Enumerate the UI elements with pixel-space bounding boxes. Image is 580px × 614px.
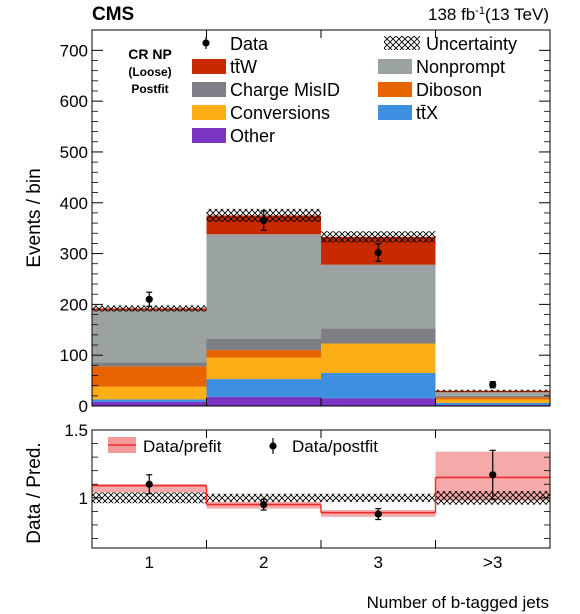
bar-diboson-bin-2 [206, 350, 321, 358]
bar-other-bin-1 [92, 401, 207, 406]
main-y-tick-label-400: 400 [60, 194, 88, 213]
bar-conversions-bin-2 [206, 357, 321, 380]
ratio-bands [92, 451, 550, 517]
luminosity-value: 138 fb [428, 5, 475, 24]
legend-item-conversions: Conversions [192, 103, 330, 123]
postfit-point-bin-1 [145, 474, 153, 495]
region-label-line-3: Postfit [131, 82, 168, 96]
region-label: CR NP (Loose) Postfit [128, 46, 172, 96]
bar-nonprompt-bin-3 [321, 264, 436, 329]
svg-text:Data/prefit: Data/prefit [143, 437, 222, 456]
svg-text:Diboson: Diboson [416, 80, 482, 100]
ratio-y-tick-label-1: 1 [79, 489, 88, 508]
region-label-line-1: CR NP [128, 46, 172, 62]
main-y-tick-label-500: 500 [60, 143, 88, 162]
bar-tt-x-bin-4 [435, 402, 550, 405]
bar-nonprompt-bin-1 [92, 310, 207, 363]
legend-item-uncertainty: Uncertainty [384, 34, 517, 54]
main-y-axis-label: Events / bin [24, 168, 45, 267]
main-y-tick-label-600: 600 [60, 92, 88, 111]
bar-charge-misid-bin-1 [92, 362, 207, 367]
svg-text:tt̄X: tt̄X [416, 103, 438, 123]
bar-other-bin-3 [321, 398, 436, 406]
energy-label: (13 TeV) [485, 5, 549, 24]
ratio-points [145, 449, 497, 521]
bar-nonprompt-bin-4 [435, 392, 550, 396]
ratio-uncertainty-bin-1 [92, 492, 207, 504]
ratio-y-axis: 11.5 [64, 421, 550, 539]
postfit-point-bin-2 [260, 498, 268, 511]
x-tick-label-bin-2: 2 [259, 553, 268, 572]
main-histogram-panel: 0 100 200 300 400 500 600 700 Events / bin CR N… [24, 29, 551, 416]
bar-diboson-bin-4 [435, 397, 550, 400]
ratio-x-axis: 1 2 3 >3 [145, 430, 502, 572]
data-points [145, 210, 497, 389]
main-y-axis: 0 100 200 300 400 500 600 700 [60, 41, 550, 416]
x-tick-label-bin-1: 1 [145, 553, 154, 572]
bar-tt-x-bin-1 [92, 399, 207, 402]
ratio-y-axis-label: Data / Pred. [24, 442, 45, 543]
data-point-bin-1 [145, 291, 153, 308]
legend-item-other: Other [192, 126, 275, 146]
main-y-tick-label-700: 700 [60, 41, 88, 60]
bar-conversions-bin-1 [92, 386, 207, 400]
luminosity-label: 138 fb-1(13 TeV) [428, 5, 549, 24]
experiment-label: CMS [92, 4, 134, 25]
uncertainty-bin-1 [92, 305, 207, 312]
svg-text:Charge MisID: Charge MisID [230, 80, 340, 100]
ratio-uncertainty-bin-3 [321, 493, 436, 502]
data-point-bin-4 [489, 381, 497, 389]
legend-item-diboson: Diboson [378, 80, 482, 100]
main-y-tick-label-100: 100 [60, 346, 88, 365]
legend-item-data: Data [202, 34, 269, 54]
svg-text:Conversions: Conversions [230, 103, 330, 123]
luminosity-exponent: -1 [475, 5, 485, 17]
svg-text:Nonprompt: Nonprompt [416, 57, 505, 77]
bar-nonprompt-bin-2 [206, 234, 321, 339]
x-tick-label-bin-4: >3 [483, 553, 502, 572]
uncertainty-bin-4 [435, 389, 550, 392]
main-y-tick-label-200: 200 [60, 295, 88, 314]
legend-item-data-postfit: Data/postfit [269, 437, 378, 456]
ratio-legend: Data/prefit Data/postfit [108, 437, 378, 456]
main-x-ticks [206, 30, 436, 406]
x-tick-label-bin-3: 3 [374, 553, 383, 572]
legend-item-charge-misid: Charge MisID [192, 80, 340, 100]
bar-charge-misid-bin-3 [321, 328, 436, 344]
bar-other-bin-2 [206, 396, 321, 406]
legend-item-tt-w: tt̄W [192, 57, 257, 77]
main-legend: Data Uncertainty tt̄W Nonprompt Charge MisID… [192, 34, 517, 146]
bar-conversions-bin-4 [435, 399, 550, 403]
bar-diboson-bin-1 [92, 366, 207, 387]
uncertainty-bin-3 [321, 231, 436, 243]
main-y-tick-label-0: 0 [79, 397, 88, 416]
postfit-point-bin-4 [489, 449, 497, 500]
legend-item-tt-x: tt̄X [378, 103, 438, 123]
bar-other-bin-4 [435, 404, 550, 406]
svg-text:tt̄W: tt̄W [230, 57, 257, 77]
bar-charge-misid-bin-2 [206, 338, 321, 351]
ratio-uncertainty-bin-2 [206, 493, 321, 502]
svg-text:Uncertainty: Uncertainty [426, 34, 517, 54]
bar-charge-misid-bin-4 [435, 395, 550, 398]
postfit-point-bin-3 [374, 508, 382, 521]
stacked-bars [92, 215, 550, 406]
legend-item-data-prefit: Data/prefit [108, 437, 222, 456]
main-y-tick-label-300: 300 [60, 245, 88, 264]
svg-text:Other: Other [230, 126, 275, 146]
svg-text:Data: Data [230, 34, 269, 54]
legend-item-nonprompt: Nonprompt [378, 57, 505, 77]
bar-tt-x-bin-2 [206, 379, 321, 397]
bar-tt-x-bin-3 [321, 372, 436, 399]
ratio-y-tick-label-1-5: 1.5 [64, 421, 88, 440]
bar-conversions-bin-3 [321, 343, 436, 373]
ratio-panel: 11.5 1 2 3 >3 Data / Pred. Number of b-tagg… [24, 421, 551, 612]
data-point-bin-3 [374, 243, 382, 262]
data-point-bin-2 [260, 210, 268, 231]
x-axis-label: Number of b-tagged jets [367, 593, 549, 612]
region-label-line-2: (Loose) [128, 65, 171, 79]
svg-text:Data/postfit: Data/postfit [292, 437, 378, 456]
